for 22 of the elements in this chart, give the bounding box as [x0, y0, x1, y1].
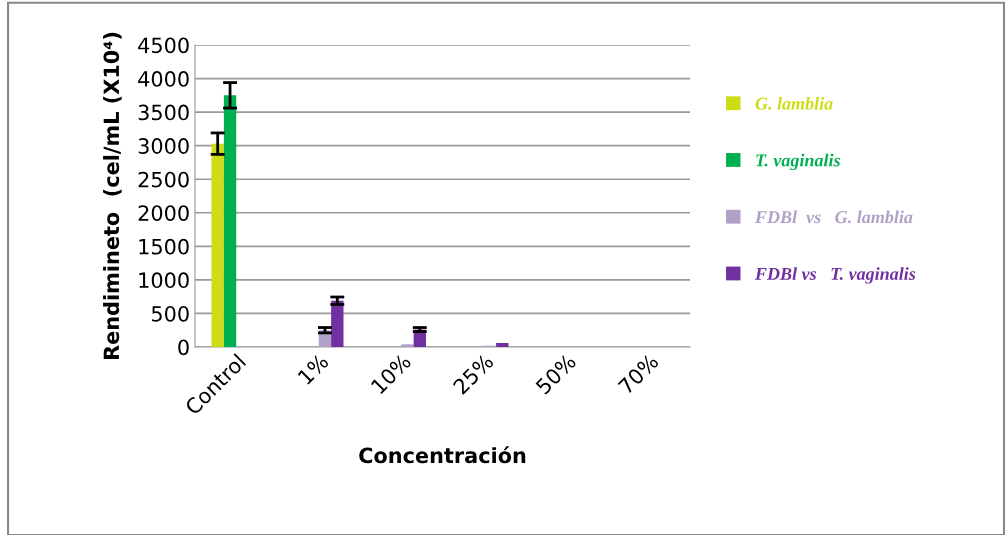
legend-label: FDBl vs T. vaginalis	[754, 267, 916, 284]
bar	[223, 95, 237, 347]
bar	[496, 342, 509, 347]
y-tick-label: 1500	[139, 238, 189, 255]
legend-label: G. lamblia	[755, 96, 833, 110]
bar	[331, 300, 344, 347]
y-tick-label: 4500	[138, 37, 189, 54]
y-tick-label: 1000	[139, 272, 189, 289]
y-tick-label: 4000	[138, 71, 189, 87]
bar	[401, 344, 414, 347]
x-axis-title: Concentración	[359, 446, 526, 464]
y-tick-label: 0	[178, 339, 189, 356]
legend-label: T. vaginalis	[756, 153, 841, 171]
legend-label: FDBl vs G. lamblia	[754, 210, 913, 224]
y-tick-label: 3500	[138, 104, 189, 121]
x-tick-label: 1%	[297, 352, 330, 386]
bar	[211, 143, 224, 347]
y-tick-label: 500	[151, 305, 189, 322]
y-tick-label: 3000	[138, 138, 189, 154]
y-tick-label: 2000	[138, 205, 189, 221]
y-tick-label: 2500	[138, 171, 189, 188]
y-axis-title: Rendimineto (cel/mL (X10⁴)	[103, 32, 122, 360]
